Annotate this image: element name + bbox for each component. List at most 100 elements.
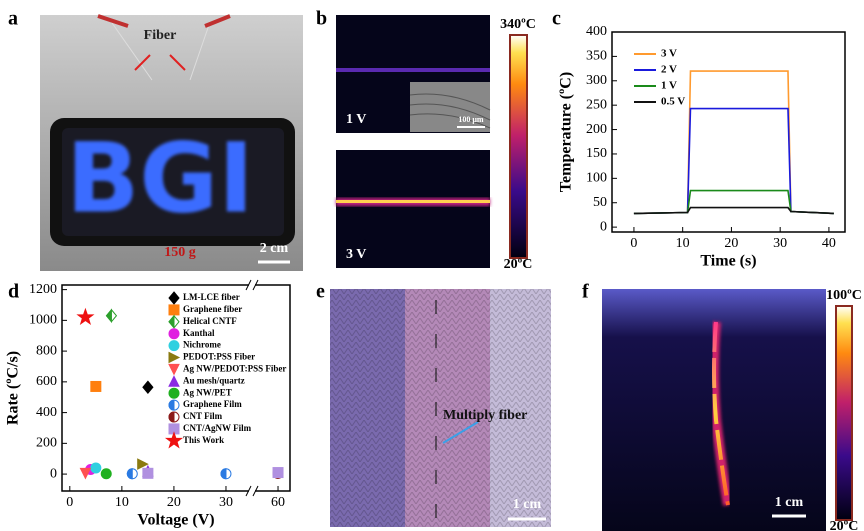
y-tick-label: 400 [36, 405, 57, 420]
annotation: Multiply fiber [443, 408, 527, 423]
series-line [634, 208, 834, 214]
marker [221, 469, 226, 479]
marker [143, 468, 153, 478]
x-tick-label: 0 [630, 236, 637, 251]
scale-label: 2 cm [260, 241, 289, 256]
y-tick-label: 600 [36, 374, 57, 389]
y-tick-label: 200 [36, 436, 57, 451]
x-tick-label: 60 [271, 495, 285, 510]
legend-swatch [169, 412, 174, 422]
legend-label: 3 V [661, 48, 677, 60]
panel-label: e [316, 281, 325, 303]
legend-label: Nichrome [183, 340, 221, 350]
legend-label: Graphene fiber [183, 304, 242, 314]
photo-a: BGI Fiber 150 g 2 cm [40, 15, 303, 271]
scale-label: 1 cm [513, 497, 542, 512]
y-tick-label: 300 [586, 73, 607, 88]
y-axis-label: Rate (ºC/s) [5, 351, 22, 425]
series-line [634, 71, 834, 213]
voltage-label: 3 V [346, 247, 366, 262]
y-tick-label: 50 [593, 195, 607, 210]
thermal-f: 1 cm 100ºC 20ºC [602, 288, 862, 531]
marker [127, 469, 132, 479]
y-tick-label: 350 [586, 49, 607, 64]
weight-label: 150 g [164, 245, 196, 260]
y-tick-label: 800 [36, 343, 57, 358]
x-axis-label: Time (s) [700, 253, 756, 270]
legend-label: PEDOT:PSS Fiber [183, 352, 255, 362]
voltage-label: 1 V [346, 112, 366, 127]
x-tick-label: 0 [66, 495, 73, 510]
y-tick-label: 1200 [29, 282, 57, 297]
y-tick-label: 250 [586, 97, 607, 112]
marker [101, 469, 111, 479]
marker [106, 310, 111, 322]
figure: BGI Fiber 150 g 2 cm 100 μm 1 V 3 V 340º… [0, 0, 864, 531]
marker [273, 468, 283, 478]
y-tick-label: 0 [50, 466, 57, 481]
legend-swatch [169, 388, 179, 398]
panel-label: d [8, 281, 19, 303]
x-tick-label: 40 [822, 236, 836, 251]
legend-swatch [169, 329, 179, 339]
series-line [634, 109, 834, 214]
marker [91, 463, 101, 473]
legend-swatch [169, 364, 179, 374]
photo-e: Multiply fiber 1 cm [330, 289, 551, 527]
y-tick-label: 400 [586, 24, 607, 39]
legend-swatch [166, 433, 181, 447]
legend-swatch [169, 400, 174, 410]
colorbar-min: 20ºC [504, 257, 533, 272]
marker [143, 381, 153, 393]
colorbar-min: 20ºC [830, 519, 859, 531]
y-tick-label: 100 [586, 171, 607, 186]
panel-label: c [552, 8, 561, 30]
y-tick-label: 150 [586, 146, 607, 161]
legend-label: Kanthal [183, 328, 215, 338]
colorbar-max: 100ºC [826, 288, 862, 303]
x-tick-label: 30 [773, 236, 787, 251]
legend-swatch [169, 376, 179, 386]
y-axis-label: Temperature (ºC) [558, 72, 575, 192]
legend-swatch [169, 341, 179, 351]
legend-label: Helical CNTF [183, 316, 237, 326]
legend-label: CNT Film [183, 411, 223, 421]
marker [91, 381, 101, 391]
series-line [634, 191, 834, 214]
legend-label: 0.5 V [661, 96, 685, 108]
inset-scale: 100 μm [458, 115, 484, 124]
scale-label: 1 cm [775, 495, 804, 510]
legend-label: 1 V [661, 80, 677, 92]
x-tick-label: 20 [724, 236, 738, 251]
led-letters: BGI [66, 122, 254, 234]
x-tick-label: 10 [115, 495, 129, 510]
legend-swatch [169, 353, 179, 363]
x-tick-label: 30 [219, 495, 233, 510]
legend-label: CNT/AgNW Film [183, 423, 252, 433]
legend-swatch [169, 305, 179, 315]
thermal-b: 100 μm 1 V 3 V 340ºC 20ºC [336, 15, 536, 272]
marker [138, 459, 148, 469]
x-axis-label: Voltage (V) [137, 512, 214, 529]
fiber-label: Fiber [144, 28, 177, 43]
marker [78, 309, 93, 323]
legend-swatch [169, 316, 174, 328]
plot-frame [612, 32, 845, 232]
legend-label: Graphene Film [183, 399, 242, 409]
x-tick-label: 20 [167, 495, 181, 510]
legend-swatch [169, 292, 179, 304]
y-tick-label: 1000 [29, 313, 57, 328]
legend-label: 2 V [661, 64, 677, 76]
panel-label: f [582, 281, 589, 303]
legend-label: Ag NW/PET [183, 387, 232, 397]
legend-label: LM-LCE fiber [183, 292, 240, 302]
y-tick-label: 200 [586, 122, 607, 137]
legend-label: Au mesh/quartz [183, 375, 245, 385]
legend-label: Ag NW/PEDOT:PSS Fiber [183, 363, 286, 373]
colorbar-max: 340ºC [500, 17, 536, 32]
panel-label: a [8, 8, 18, 30]
x-tick-label: 10 [676, 236, 690, 251]
y-tick-label: 0 [600, 219, 607, 234]
legend-label: This Work [183, 435, 224, 445]
panel-label: b [316, 8, 327, 30]
